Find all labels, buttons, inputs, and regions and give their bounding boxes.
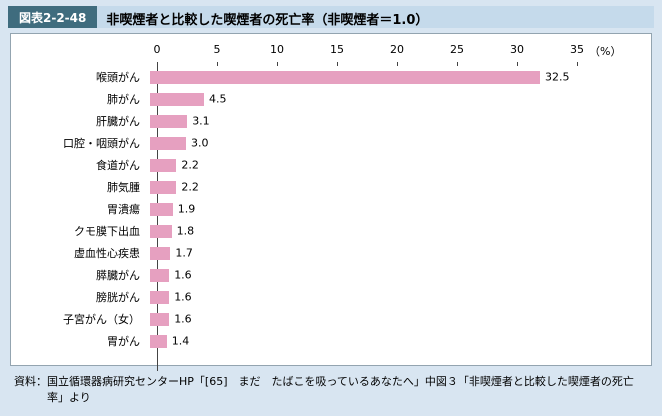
x-tick-label: 30	[510, 43, 524, 56]
category-label: 口腔・咽頭がん	[63, 137, 140, 150]
bar-area: 1.7	[149, 242, 619, 264]
chart-row: 肺がん 4.5	[11, 88, 651, 110]
bar-value-label: 1.6	[174, 268, 192, 282]
bar-value-label: 3.0	[190, 136, 209, 150]
y-axis-line	[157, 62, 158, 371]
chart-row: 食道がん 2.2	[11, 154, 651, 176]
category-label: 子宮がん（女）	[63, 313, 140, 326]
bar-area: 3.1	[149, 110, 619, 132]
x-tick-label: 0	[153, 43, 161, 56]
chart-row: 胃潰瘍 1.9	[11, 198, 651, 220]
category-label: 膀胱がん	[96, 291, 140, 304]
x-tick-label: 35	[570, 43, 584, 56]
bar	[150, 269, 170, 282]
chart-row: 膀胱がん 1.6	[11, 286, 651, 308]
x-tick-mark	[217, 62, 218, 66]
category-label: 食道がん	[96, 159, 140, 172]
category-label: 喉頭がん	[96, 71, 140, 84]
bar-area: 2.2	[149, 176, 619, 198]
bar-value-label: 1.8	[176, 224, 195, 238]
chart-row: 肝臓がん 3.1	[11, 110, 651, 132]
bar	[150, 291, 170, 304]
category-label: 虚血性心疾患	[74, 247, 140, 260]
bar-area: 1.6	[149, 308, 619, 330]
x-tick-label: 10	[270, 43, 284, 56]
x-tick-mark	[277, 62, 278, 66]
bar-value-label: 1.9	[177, 202, 196, 216]
bar-area: 1.6	[149, 286, 619, 308]
category-label: 肝臓がん	[96, 115, 140, 128]
bar-value-label: 1.6	[174, 312, 192, 326]
x-tick-mark	[457, 62, 458, 66]
x-tick-label: 25	[450, 43, 464, 56]
x-tick-mark	[337, 62, 338, 66]
chart-row: 喉頭がん 32.5	[11, 66, 651, 88]
bar	[150, 335, 167, 348]
bar-chart: 0 5 10 15 20 25 30 35 （%） 喉頭がん 32.5 肺がん 4.5 肝臓がん 3.1 口…	[11, 43, 651, 371]
chart-rows: 喉頭がん 32.5 肺がん 4.5 肝臓がん 3.1 口腔・咽頭がん 3.0 食道がん 2.2 肺気…	[11, 66, 651, 352]
bar-area: 1.6	[149, 264, 619, 286]
bar	[150, 203, 173, 216]
bar-value-label: 2.2	[181, 158, 199, 172]
bar-value-label: 3.1	[192, 114, 210, 128]
category-label: 胃潰瘍	[107, 203, 140, 216]
x-tick-label: 20	[390, 43, 404, 56]
chart-row: 膵臓がん 1.6	[11, 264, 651, 286]
figure-number-badge: 図表2-2-48	[8, 6, 98, 28]
category-label: 肺気腫	[107, 181, 140, 194]
chart-row: 胃がん 1.4	[11, 330, 651, 352]
bar	[150, 137, 186, 150]
chart-row: 肺気腫 2.2	[11, 176, 651, 198]
bar	[150, 181, 177, 194]
bar-area: 1.4	[149, 330, 619, 352]
category-label: 胃がん	[107, 335, 140, 348]
bar	[150, 93, 204, 106]
x-tick-label: 15	[330, 43, 344, 56]
category-label: 肺がん	[107, 93, 140, 106]
bar-area: 3.0	[149, 132, 619, 154]
x-axis-unit-label: （%）	[589, 45, 622, 58]
chart-row: 虚血性心疾患 1.7	[11, 242, 651, 264]
bar-value-label: 1.6	[174, 290, 192, 304]
x-tick-mark	[517, 62, 518, 66]
bar-value-label: 4.5	[208, 92, 227, 106]
bar	[150, 159, 177, 172]
x-tick-label: 5	[213, 43, 221, 56]
bar	[150, 225, 172, 238]
chart-row: クモ膜下出血 1.8	[11, 220, 651, 242]
bar	[150, 71, 540, 84]
chart-panel: 0 5 10 15 20 25 30 35 （%） 喉頭がん 32.5 肺がん 4.5 肝臓がん 3.1 口…	[10, 33, 652, 371]
bar-value-label: 32.5	[544, 70, 570, 84]
source-note: 資料：国立循環器病研究センターHP「[65] まだ たばこを吸っているあなたへ」…	[14, 375, 634, 404]
bar	[150, 115, 188, 128]
x-axis: 0 5 10 15 20 25 30 35 （%）	[153, 43, 621, 66]
x-tick-mark	[577, 62, 578, 66]
bar	[150, 247, 171, 260]
bar-value-label: 1.7	[175, 246, 193, 260]
category-label: 膵臓がん	[96, 269, 140, 282]
bar-area: 2.2	[149, 154, 619, 176]
bar-value-label: 1.4	[171, 334, 190, 348]
bar-value-label: 2.2	[181, 180, 199, 194]
x-tick-mark	[157, 62, 158, 66]
category-label: クモ膜下出血	[74, 225, 140, 238]
chart-row: 子宮がん（女） 1.6	[11, 308, 651, 330]
bar-area: 4.5	[149, 88, 619, 110]
figure-header: 図表2-2-48 非喫煙者と比較した喫煙者の死亡率（非喫煙者＝1.0）	[8, 6, 654, 28]
chart-row: 口腔・咽頭がん 3.0	[11, 132, 651, 154]
bar-area: 1.8	[149, 220, 619, 242]
x-tick-mark	[397, 62, 398, 66]
bar-area: 1.9	[149, 198, 619, 220]
bar-area: 32.5	[149, 66, 619, 88]
bar	[150, 313, 170, 326]
figure-title: 非喫煙者と比較した喫煙者の死亡率（非喫煙者＝1.0）	[106, 13, 429, 28]
